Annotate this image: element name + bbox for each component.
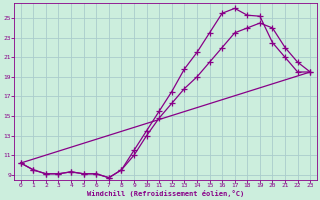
X-axis label: Windchill (Refroidissement éolien,°C): Windchill (Refroidissement éolien,°C) (87, 190, 244, 197)
